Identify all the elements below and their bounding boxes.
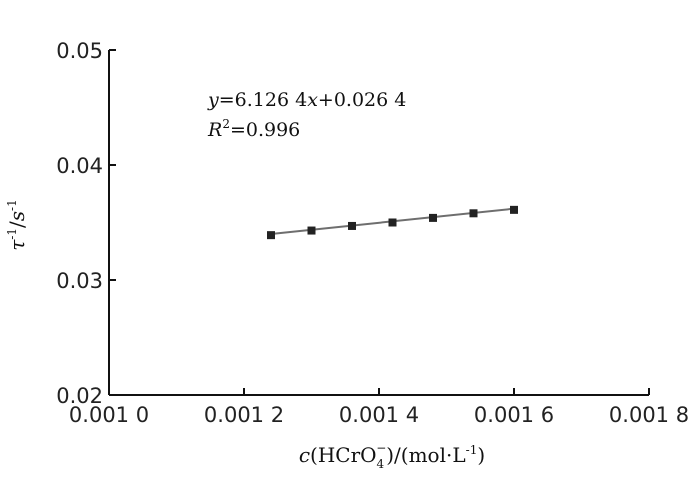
data-point	[469, 209, 478, 218]
data-points	[267, 205, 518, 240]
x-axis-sup: −	[376, 441, 386, 455]
equation-slope: =6.126 4	[219, 89, 307, 111]
y-tick-label: 0.02	[56, 384, 103, 408]
x-axis-exp: -1	[466, 443, 478, 457]
equation-y: y	[207, 89, 219, 111]
y-tick-label: 0.05	[56, 39, 103, 63]
x-axis-close: )/(mol·L	[386, 443, 465, 467]
y-axis-symbol: τ	[5, 239, 29, 251]
r-squared-symbol: R	[207, 119, 222, 141]
x-tick-label: 0.001 2	[204, 403, 284, 427]
equation-label: y=6.126 4x+0.026 4	[207, 89, 406, 111]
x-tick-label: 0.001 0	[69, 403, 149, 427]
y-axis-label: τ-1/s-1	[5, 199, 29, 251]
equation-intercept: +0.026 4	[318, 89, 406, 111]
x-axis-open: (HCrO	[310, 443, 377, 467]
y-tick-labels: 0.02 0.03 0.04 0.05	[56, 39, 103, 408]
y-tick-label: 0.03	[56, 269, 103, 293]
data-point	[348, 221, 356, 230]
y-axis-unit: s	[5, 211, 29, 221]
tick-marks	[108, 49, 650, 396]
x-axis-sub: 4	[377, 457, 385, 471]
data-point	[307, 226, 316, 235]
r-squared-value: =0.996	[230, 119, 300, 141]
r-squared-exponent: 2	[222, 117, 230, 131]
x-axis-end: )	[477, 443, 485, 467]
data-point	[510, 205, 518, 214]
x-tick-label: 0.001 8	[609, 403, 689, 427]
y-axis-slash: /	[5, 221, 29, 228]
y-axis-exp1: -1	[5, 228, 19, 240]
x-tick-label: 0.001 6	[474, 403, 554, 427]
data-point	[429, 213, 437, 222]
data-point	[388, 218, 397, 227]
r-squared-label: R2=0.996	[207, 117, 300, 141]
y-axis-exp2: -1	[5, 199, 19, 211]
data-point	[267, 231, 275, 240]
equation-x: x	[307, 89, 318, 111]
x-axis-symbol: c	[299, 443, 310, 467]
y-tick-label: 0.04	[56, 154, 103, 178]
x-tick-labels: 0.001 0 0.001 2 0.001 4 0.001 6 0.001 8	[69, 403, 689, 427]
x-axis-label: c(HCrO4 −)/(mol·L-1)	[299, 441, 485, 471]
x-tick-label: 0.001 4	[339, 403, 419, 427]
